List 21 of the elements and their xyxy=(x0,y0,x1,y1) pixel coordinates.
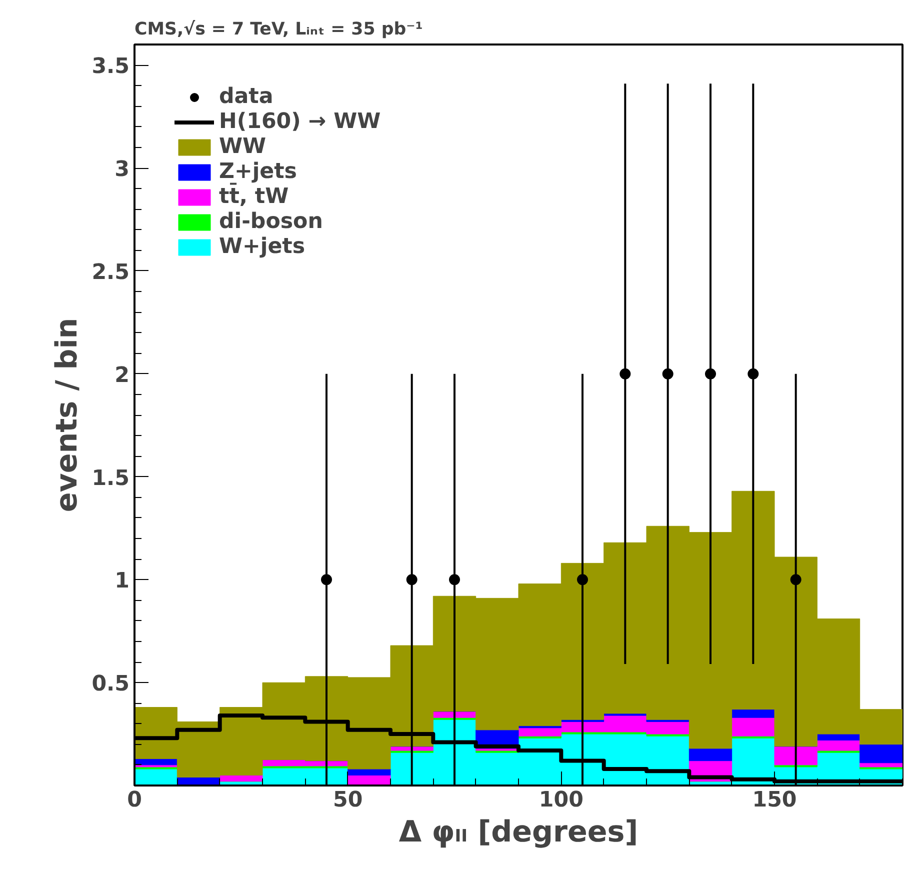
legend-label: tt̄, tW xyxy=(219,184,289,209)
y-tick-label: 2 xyxy=(114,362,130,388)
y-tick-label: 1.5 xyxy=(92,466,130,491)
chart-title: CMS,√s = 7 TeV, Lᵢₙₜ = 35 pb⁻¹ xyxy=(134,20,423,40)
x-tick-label: 150 xyxy=(752,788,797,812)
legend-label: H(160) → WW xyxy=(219,109,381,134)
y-axis-title: events / bin xyxy=(50,318,84,512)
y-tick-label: 3.5 xyxy=(92,54,130,80)
x-axis-title: Δ φₗₗ [degrees] xyxy=(398,814,638,848)
x-tick-label: 100 xyxy=(538,788,584,812)
y-tick-label: 2.5 xyxy=(92,260,130,285)
y-tick-label: 3 xyxy=(114,157,130,182)
legend-label: data xyxy=(219,84,274,109)
legend-label: Z+jets xyxy=(219,159,298,184)
x-tick-label: 50 xyxy=(332,788,363,812)
x-tick-label: 0 xyxy=(127,788,142,812)
y-tick-label: 0.5 xyxy=(92,672,130,697)
y-tick-label: 1 xyxy=(114,568,130,594)
legend-label: WW xyxy=(219,134,266,159)
legend-label: di-boson xyxy=(219,209,323,234)
legend-label: W+jets xyxy=(219,234,306,259)
